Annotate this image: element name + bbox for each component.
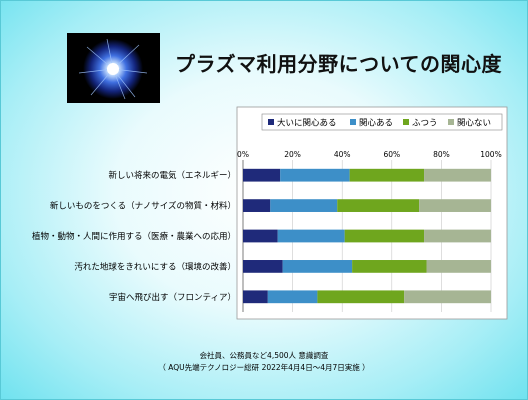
legend-label: ふつう (412, 119, 438, 129)
category-label: 宇宙へ飛び出す（フロンティア） (109, 292, 236, 303)
legend-label: 関心ある (359, 119, 393, 129)
x-axis-ticks: 0% 20% 40% 60% 80% 100% (237, 150, 502, 159)
chart-area (236, 106, 508, 320)
x-tick-label: 100% (480, 150, 501, 159)
bar-segment (344, 229, 425, 243)
legend-swatch (448, 119, 454, 125)
category-label: 汚れた地球をきれいにする（環境の改善） (74, 261, 236, 272)
page-title: プラズマ利用分野についての関心度 (175, 52, 502, 76)
bars (243, 168, 491, 304)
x-tick-label: 20% (284, 150, 301, 159)
legend-label: 関心ない (457, 119, 491, 129)
bar-segment (243, 229, 278, 243)
legend-label: 大いに関心ある (277, 118, 337, 129)
category-label: 新しいものをつくる（ナノサイズの物質・材料） (50, 201, 236, 212)
bar-segment (317, 290, 405, 304)
bar-segment (352, 260, 427, 273)
bar-segment (243, 168, 281, 182)
x-tick-label: 80% (433, 150, 450, 159)
bar-segment (282, 260, 353, 273)
bar-segment (267, 290, 318, 304)
legend-swatch (268, 119, 274, 125)
bar-segment (243, 290, 268, 304)
footnote-line-1: 会社員、公務員など4,500人 意識調査 (199, 351, 329, 360)
legend-swatch (403, 119, 409, 125)
bar-segment (337, 199, 420, 212)
bar-segment (280, 168, 350, 182)
bar-segment (404, 290, 491, 304)
category-label: 新しい将来の電気（エネルギー） (108, 170, 236, 181)
bar-segment (277, 229, 345, 243)
x-tick-label: 0% (237, 150, 249, 159)
bar-segment (243, 199, 271, 212)
bar-segment (424, 168, 491, 182)
bar-segment (424, 229, 491, 243)
category-label: 植物・動物・人間に作用する（医療・農業への応用） (32, 231, 236, 242)
legend-box (261, 113, 503, 131)
legend: 大いに関心ある 関心ある ふつう 関心ない (261, 113, 503, 131)
plasma-ball-image (67, 33, 160, 103)
bar-segment (243, 260, 283, 273)
bar-segment (419, 199, 491, 212)
legend-swatch (350, 119, 356, 125)
bar-segment (426, 260, 491, 273)
footnote-line-2: （ AQU先端テクノロジー総研 2022年4月4日～4月7日実施 ） (158, 363, 370, 372)
bar-segment (270, 199, 338, 212)
category-labels: 新しい将来の電気（エネルギー） 新しいものをつくる（ナノサイズの物質・材料） 植物・… (32, 170, 236, 303)
footnote: 会社員、公務員など4,500人 意識調査 （ AQU先端テクノロジー総研 202… (0, 350, 528, 374)
x-tick-label: 60% (383, 150, 400, 159)
x-tick-label: 40% (334, 150, 351, 159)
bar-segment (349, 168, 425, 182)
